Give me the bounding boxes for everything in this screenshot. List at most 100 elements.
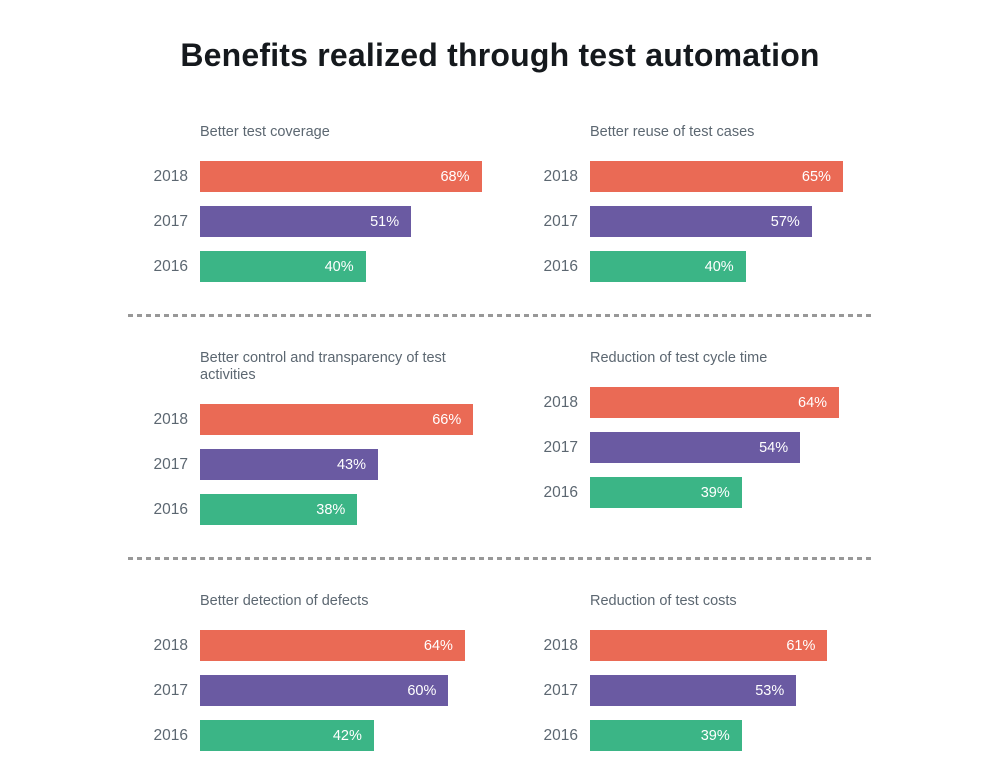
chart-grid-row: Better control and transparency of test … [128, 350, 872, 539]
bar-2017: 43% [200, 449, 379, 480]
bar-row: 2017 57% [518, 206, 872, 237]
bar-value-label: 57% [770, 213, 800, 230]
year-label: 2018 [543, 636, 578, 654]
bar-track: 43% [200, 449, 500, 480]
year-label: 2016 [153, 500, 188, 518]
bar-value-label: 68% [440, 168, 470, 185]
bar-2016: 39% [590, 477, 742, 508]
chart-title: Reduction of test costs [590, 593, 737, 609]
year-label: 2018 [543, 167, 578, 185]
year-label: 2016 [543, 483, 578, 501]
bar-track: 66% [200, 404, 500, 435]
chart-title: Better reuse of test cases [590, 124, 755, 140]
bar-2018: 68% [200, 161, 482, 192]
page-title: Benefits realized through test automatio… [180, 37, 820, 73]
bar-value-label: 64% [423, 637, 453, 654]
chart-panel: Better reuse of test cases 2018 65% 2017 57%… [500, 124, 872, 296]
bar-row: 2017 51% [128, 206, 500, 237]
bar-value-label: 43% [336, 456, 367, 473]
bar-track: 64% [590, 387, 872, 418]
bar-value-label: 42% [332, 727, 362, 744]
year-label: 2016 [543, 257, 578, 275]
bar-value-label: 65% [801, 168, 831, 185]
bar-track: 40% [200, 251, 500, 282]
bar-value-label: 60% [407, 682, 437, 699]
bar-track: 38% [200, 494, 500, 525]
bar-2016: 40% [590, 251, 746, 282]
year-label: 2016 [153, 726, 188, 744]
bar-2016: 40% [200, 251, 366, 282]
bar-track: 40% [590, 251, 872, 282]
bar-track: 53% [590, 675, 872, 706]
chart-grid-row: Better test coverage 2018 68% 2017 51% 2016 40… [128, 124, 872, 296]
chart-panel: Better test coverage 2018 68% 2017 51% 2016 40… [128, 124, 500, 296]
bar-value-label: 53% [755, 682, 785, 699]
bar-track: 54% [590, 432, 872, 463]
bar-row: 2018 64% [128, 630, 500, 661]
bar-row: 2016 39% [518, 477, 872, 508]
year-label: 2016 [543, 726, 578, 744]
bar-value-label: 40% [704, 258, 734, 275]
bar-track: 65% [590, 161, 872, 192]
bar-row: 2016 38% [128, 494, 500, 525]
chart-panel: Reduction of test cycle time 2018 64% 2017 5… [500, 350, 872, 539]
bar-value-label: 64% [798, 394, 828, 411]
bar-2016: 42% [200, 720, 374, 751]
year-label: 2018 [153, 636, 188, 654]
bar-track: 64% [200, 630, 500, 661]
bar-track: 60% [200, 675, 500, 706]
bar-value-label: 51% [370, 213, 400, 230]
bar-track: 57% [590, 206, 872, 237]
bar-row: 2018 66% [128, 404, 500, 435]
chart-title: Better control and transparency of test … [200, 350, 446, 383]
bar-row: 2018 61% [518, 630, 872, 661]
chart-panel: Reduction of test costs 2018 61% 2017 53% 201… [500, 593, 872, 765]
bar-2016: 39% [590, 720, 742, 751]
bar-row: 2018 68% [128, 161, 500, 192]
bar-row: 2018 65% [518, 161, 872, 192]
bar-row: 2018 64% [518, 387, 872, 418]
year-label: 2017 [153, 212, 188, 230]
chart-title: Better test coverage [200, 124, 330, 140]
year-label: 2017 [153, 455, 188, 473]
bar-track: 51% [200, 206, 500, 237]
row-separator-dashed [128, 314, 872, 317]
chart-panel: Better detection of defects 2018 64% 2017 60… [128, 593, 500, 765]
bar-value-label: 66% [432, 411, 462, 428]
bar-row: 2017 53% [518, 675, 872, 706]
bar-2016: 38% [200, 494, 358, 525]
year-label: 2018 [153, 167, 188, 185]
bar-2018: 66% [200, 404, 474, 435]
bar-2017: 51% [200, 206, 412, 237]
bar-2017: 60% [200, 675, 449, 706]
chart-grid-row: Better detection of defects 2018 64% 2017 60… [128, 593, 872, 765]
bar-track: 39% [590, 477, 872, 508]
bar-row: 2016 40% [518, 251, 872, 282]
bar-row: 2017 60% [128, 675, 500, 706]
charts-grid: Better test coverage 2018 68% 2017 51% 2016 40… [128, 124, 872, 765]
bar-row: 2016 39% [518, 720, 872, 751]
bar-value-label: 40% [324, 258, 354, 275]
year-label: 2018 [543, 393, 578, 411]
bar-row: 2017 43% [128, 449, 500, 480]
bar-2017: 54% [590, 432, 801, 463]
bar-value-label: 54% [759, 439, 789, 456]
bar-track: 42% [200, 720, 500, 751]
year-label: 2017 [543, 681, 578, 699]
bar-2018: 64% [590, 387, 840, 418]
bar-track: 61% [590, 630, 872, 661]
chart-title: Reduction of test cycle time [590, 350, 768, 366]
year-label: 2018 [153, 410, 188, 428]
bar-2018: 61% [590, 630, 828, 661]
bar-value-label: 38% [316, 501, 346, 518]
year-label: 2017 [153, 681, 188, 699]
bar-2018: 65% [590, 161, 843, 192]
bar-value-label: 39% [700, 484, 730, 501]
row-separator-dashed [128, 557, 872, 560]
bar-track: 68% [200, 161, 500, 192]
bar-row: 2016 42% [128, 720, 500, 751]
bar-2017: 57% [590, 206, 812, 237]
bar-value-label: 61% [786, 637, 816, 654]
year-label: 2017 [543, 438, 578, 456]
